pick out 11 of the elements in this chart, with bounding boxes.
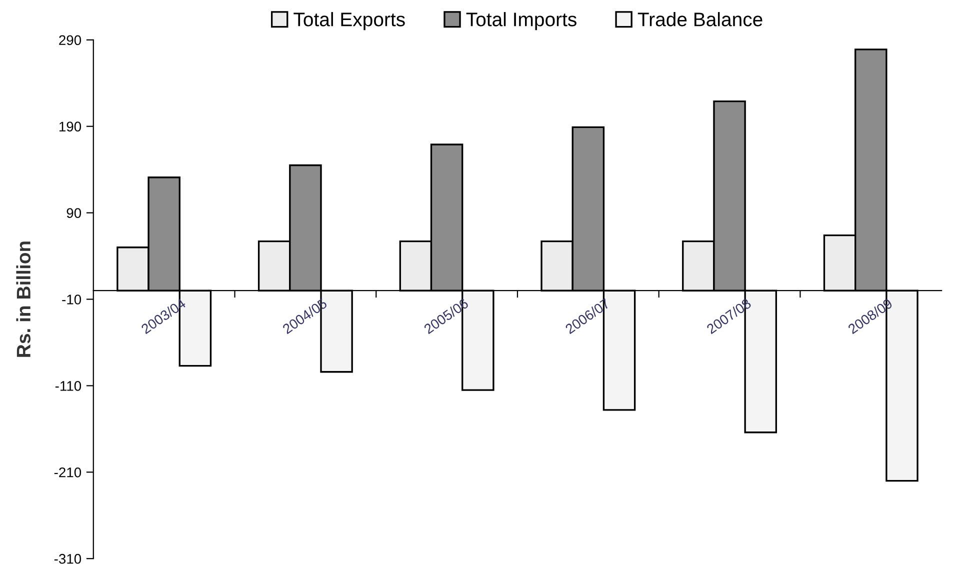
y-tick-label: 190 — [59, 122, 82, 132]
y-tick-label: -310 — [54, 554, 82, 564]
y-tick-label: -210 — [54, 467, 82, 478]
legend-label: Total Imports — [466, 12, 576, 30]
y-tick-label: 290 — [59, 35, 82, 46]
legend-label: Total Exports — [294, 12, 405, 30]
y-tick-label: -10 — [62, 294, 82, 304]
y-tick-label: 90 — [66, 208, 82, 218]
legend-label: Trade Balance — [638, 12, 762, 26]
y-tick-label: -110 — [55, 381, 82, 391]
y-axis-title: Rs. in Billion — [16, 242, 31, 357]
